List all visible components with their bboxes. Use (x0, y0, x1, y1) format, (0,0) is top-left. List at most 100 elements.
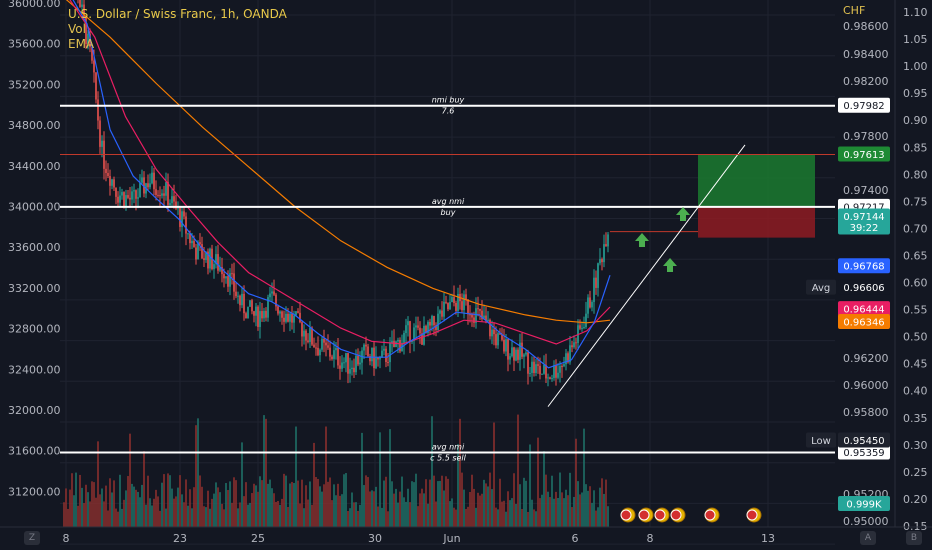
price-tag-prefix: Avg (812, 283, 831, 294)
candle-body (307, 340, 309, 342)
left-axis-tick: 34800.00 (8, 119, 61, 132)
volume-bar (155, 489, 157, 527)
candle-body (457, 293, 459, 311)
price-tag-text: 0.999K (846, 499, 882, 510)
left-axis-tick: 33200.00 (8, 282, 61, 295)
volume-bar (379, 432, 381, 527)
candle-body (261, 311, 263, 319)
volume-bar (497, 509, 499, 527)
volume-bar (73, 495, 75, 527)
candle-body (559, 366, 561, 373)
volume-bar (449, 501, 451, 527)
volume-bar (127, 476, 129, 527)
candle-body (349, 369, 351, 374)
candle-body (407, 321, 409, 326)
level-label-avg-nmi-buy: avg nmi (432, 197, 465, 206)
volume-indicator-label[interactable]: Vol (68, 22, 86, 36)
volume-bar (585, 484, 587, 527)
candle-body (185, 216, 187, 234)
volume-bar (271, 488, 273, 527)
volume-bar (241, 442, 243, 527)
candle-body (545, 364, 547, 379)
candle-body (183, 211, 185, 217)
volume-bar (137, 491, 139, 527)
candle-body (333, 350, 335, 359)
volume-bar (283, 473, 285, 527)
candle-body (223, 274, 225, 279)
candle-body (383, 348, 385, 351)
volume-bar (97, 441, 99, 527)
candle-body (525, 352, 527, 355)
candle-body (81, 4, 83, 7)
volume-bar (349, 508, 351, 527)
timezone-button[interactable]: Z (24, 531, 40, 545)
candle-body (351, 367, 353, 370)
volume-bar (325, 426, 327, 527)
price-tag-bg (838, 258, 890, 274)
left-axis-tick: 32800.00 (8, 323, 61, 336)
volume-bar (587, 490, 589, 527)
level-tag-target: 0.97613 (838, 146, 890, 162)
volume-bar (273, 493, 275, 527)
left-axis-tick: 34000.00 (8, 201, 61, 214)
time-axis-tick: 25 (251, 532, 265, 545)
candle-body (535, 364, 537, 373)
ema-slow-line (65, 0, 611, 324)
secondary-axis-tick: 0.85 (903, 141, 928, 154)
price-tag-text: 0.97144 (843, 212, 884, 223)
volume-bar (109, 478, 111, 527)
candle-body (395, 341, 397, 348)
level-tag-text: 0.97613 (843, 150, 884, 161)
volume-bar (351, 492, 353, 527)
time-axis-tick: 23 (173, 532, 187, 545)
volume-bar (209, 508, 211, 527)
volume-bar (483, 479, 485, 527)
up-arrow-icon (663, 258, 677, 272)
candle-body (329, 347, 331, 357)
volume-bar (337, 483, 339, 527)
volume-bar (315, 477, 317, 527)
candle-body (253, 311, 255, 316)
candle-body (89, 33, 91, 47)
candle-body (411, 340, 413, 342)
volume-bar (285, 475, 287, 527)
candle-body (423, 325, 425, 345)
volume-bar (541, 494, 543, 527)
log-scale-button[interactable]: B (906, 531, 922, 545)
volume-bar (367, 477, 369, 527)
symbol-title[interactable]: U.S. Dollar / Swiss Franc, 1h, OANDA (68, 7, 287, 21)
secondary-axis-tick: 1.00 (903, 60, 928, 73)
volume-bar (441, 475, 443, 527)
volume-bar (593, 490, 595, 527)
candle-body (327, 345, 329, 348)
candle-body (219, 267, 221, 271)
volume-bar (81, 487, 83, 527)
volume-bar (549, 497, 551, 527)
volume-bar (191, 508, 193, 527)
secondary-axis-tick: 1.05 (903, 33, 928, 46)
volume-bar (499, 478, 501, 527)
left-axis-tick: 32400.00 (8, 363, 61, 376)
candle-body (209, 248, 211, 269)
ema-indicator-label[interactable]: EMA (68, 37, 95, 51)
candle-body (427, 322, 429, 333)
volume-bar (253, 483, 255, 527)
volume-bar (531, 499, 533, 527)
candle-body (131, 191, 133, 200)
volume-bar (197, 418, 199, 527)
volume-bar (143, 451, 145, 527)
candle-body (311, 327, 313, 345)
candle-body (113, 179, 115, 188)
candle-body (187, 233, 189, 235)
auto-scale-button[interactable]: A (860, 531, 876, 545)
candle-body (155, 189, 157, 195)
volume-bar (505, 511, 507, 527)
price-tag-bg (838, 432, 890, 448)
candle-body (117, 196, 119, 203)
volume-bar (391, 481, 393, 527)
price-axis-tick: 0.95800 (843, 406, 889, 419)
volume-bar (163, 474, 165, 527)
